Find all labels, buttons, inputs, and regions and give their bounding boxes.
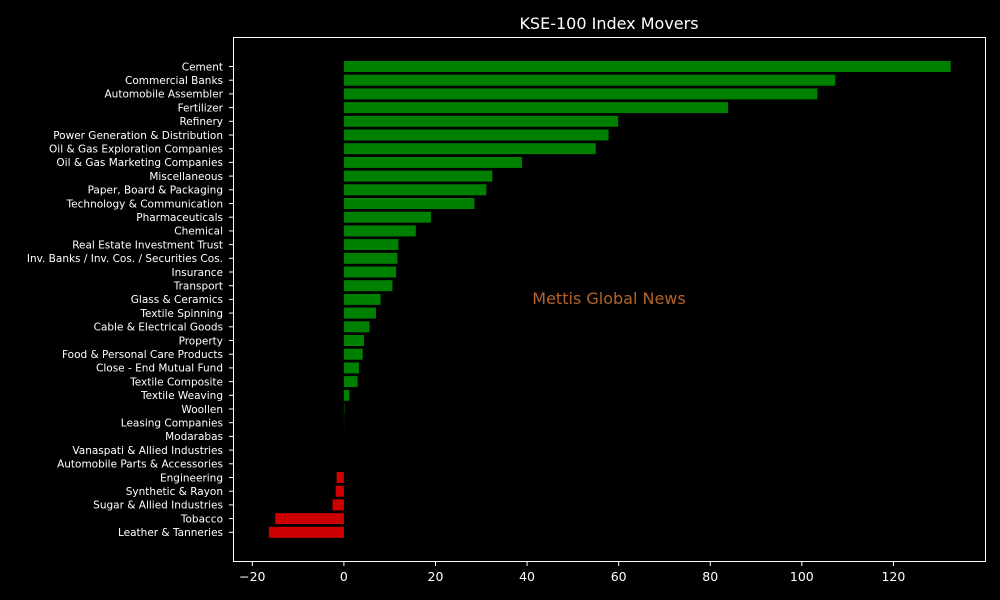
category-label: Vanaspati & Allied Industries bbox=[72, 445, 223, 457]
category-label: Synthetic & Rayon bbox=[126, 486, 223, 498]
category-label: Food & Personal Care Products bbox=[62, 349, 223, 361]
bar bbox=[343, 376, 358, 388]
category-label: Close - End Mutual Fund bbox=[96, 363, 223, 375]
bar bbox=[343, 61, 951, 72]
bar bbox=[343, 102, 729, 114]
category-label: Refinery bbox=[179, 116, 223, 128]
bar bbox=[343, 170, 493, 182]
bar bbox=[268, 526, 344, 538]
category-label: Paper, Board & Packaging bbox=[88, 185, 223, 197]
bar bbox=[343, 321, 370, 333]
x-tick-label: 20 bbox=[428, 569, 444, 584]
category-label: Real Estate Investment Trust bbox=[72, 239, 223, 251]
x-tick-label: 40 bbox=[519, 569, 535, 584]
bar bbox=[343, 115, 619, 127]
category-label: Power Generation & Distribution bbox=[53, 130, 223, 142]
category-label: Oil & Gas Exploration Companies bbox=[49, 144, 223, 156]
category-label: Property bbox=[179, 335, 223, 347]
category-label: Oil & Gas Marketing Companies bbox=[56, 157, 223, 169]
bar bbox=[343, 156, 523, 168]
bar bbox=[343, 348, 363, 360]
category-label: Cable & Electrical Goods bbox=[94, 322, 223, 334]
bar bbox=[343, 293, 381, 305]
bar bbox=[336, 472, 344, 483]
bar bbox=[343, 211, 431, 223]
category-label: Fertilizer bbox=[178, 102, 224, 114]
category-label: Miscellaneous bbox=[149, 171, 223, 183]
bar bbox=[343, 307, 376, 319]
category-label: Insurance bbox=[171, 267, 223, 279]
category-label: Glass & Ceramics bbox=[131, 294, 223, 306]
x-tick-label: −20 bbox=[239, 569, 265, 584]
category-label: Textile Weaving bbox=[140, 390, 223, 402]
chart-title: KSE-100 Index Movers bbox=[519, 14, 698, 33]
category-axis: Cement Commercial Banks Automobile Assembl… bbox=[27, 61, 234, 539]
category-label: Pharmaceuticals bbox=[136, 212, 223, 224]
category-label: Modarabas bbox=[165, 431, 223, 443]
bar bbox=[343, 252, 398, 264]
bar bbox=[343, 143, 596, 155]
category-label: Leather & Tanneries bbox=[118, 527, 223, 539]
bar bbox=[343, 184, 487, 196]
category-label: Textile Spinning bbox=[139, 308, 223, 320]
bar bbox=[343, 389, 350, 401]
watermark-text: Mettis Global News bbox=[532, 289, 685, 308]
bar bbox=[335, 485, 344, 497]
category-label: Leasing Companies bbox=[121, 418, 223, 430]
bar bbox=[343, 280, 393, 292]
value-axis: −20 0 20 40 60 80 100 120 bbox=[239, 561, 905, 584]
category-label: Chemical bbox=[174, 226, 223, 238]
category-label: Inv. Banks / Inv. Cos. / Securities Cos. bbox=[27, 253, 223, 265]
bar bbox=[332, 499, 344, 511]
bar-series bbox=[268, 61, 951, 538]
x-tick-label: 0 bbox=[340, 569, 348, 584]
category-label: Cement bbox=[182, 61, 223, 73]
category-label: Transport bbox=[173, 281, 223, 293]
bar bbox=[343, 74, 836, 86]
category-label: Automobile Assembler bbox=[105, 89, 224, 101]
bar bbox=[343, 335, 365, 346]
category-label: Automobile Parts & Accessories bbox=[57, 459, 223, 471]
category-label: Sugar & Allied Industries bbox=[93, 500, 223, 512]
bar bbox=[343, 225, 416, 237]
category-label: Woollen bbox=[181, 404, 223, 416]
bar bbox=[343, 129, 609, 141]
category-label: Tobacco bbox=[180, 513, 223, 525]
x-tick-label: 60 bbox=[611, 569, 627, 584]
bar bbox=[343, 88, 818, 100]
bar bbox=[275, 513, 344, 525]
category-label: Engineering bbox=[160, 472, 223, 484]
category-label: Technology & Communication bbox=[66, 198, 223, 210]
category-label: Textile Composite bbox=[129, 376, 223, 388]
x-tick-label: 100 bbox=[790, 569, 814, 584]
bar bbox=[343, 239, 399, 251]
category-label: Commercial Banks bbox=[125, 75, 223, 87]
bar bbox=[343, 198, 475, 209]
x-tick-label: 120 bbox=[881, 569, 905, 584]
bar bbox=[343, 266, 397, 278]
bar bbox=[343, 362, 360, 374]
x-tick-label: 80 bbox=[702, 569, 718, 584]
